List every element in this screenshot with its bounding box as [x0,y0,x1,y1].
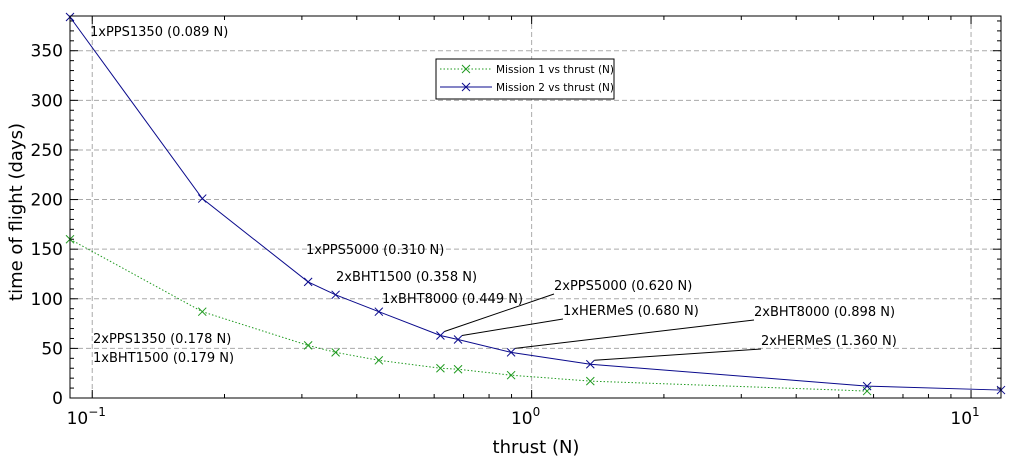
y-tick-label: 200 [31,191,63,211]
legend-entry-label: Mission 1 vs thrust (N) [496,64,614,76]
series-2-x-marker [862,381,872,391]
x-tick-label: 10−1 [67,405,106,429]
annotation-leader-line [461,318,564,336]
marker-stroke [303,277,313,287]
marker-stroke [331,348,340,357]
marker-stroke [453,364,463,374]
y-tick-label: 0 [52,389,63,409]
series-1-x-marker [453,364,463,374]
grid-layer [70,16,1001,398]
data-point-annotation: 2xBHT8000 (0.898 N) [754,305,895,320]
series-2-x-marker [331,290,340,300]
x-axis-title: thrust (N) [493,437,580,458]
marker-stroke [506,348,516,357]
x-tick-label: 101 [950,405,979,429]
y-tick-label: 250 [31,141,63,161]
annotation-leader-line [594,348,762,361]
series-2-x-marker [197,194,207,203]
data-point-annotation: 1xBHT8000 (0.449 N) [382,292,523,307]
data-point-annotation: 2xHERMeS (1.360 N) [761,334,897,349]
data-point-annotation: 2xBHT1500 (0.358 N) [336,270,477,285]
series-1-x-marker [331,348,340,357]
annotation-layer: 1xPPS1350 (0.089 N) 1xPPS5000 (0.310 N) 2x… [90,25,897,366]
y-tick-label: 50 [41,339,63,359]
series-2-x-marker [303,277,313,287]
series-2-x-marker [506,348,516,357]
marker-stroke [585,376,595,386]
marker-stroke [436,363,445,373]
marker-stroke [436,331,445,340]
series-line-1 [69,238,868,392]
legend-swatch-marker [461,82,471,92]
x-tick-label: 100 [511,405,540,429]
series-1-x-marker [197,307,207,317]
legend-swatch-marker [461,64,471,74]
series-1-x-marker [585,376,595,386]
series-2-x-marker [436,331,445,340]
series-1-x-marker [303,341,313,350]
marker-stroke [453,335,463,344]
legend-entry-label: Mission 2 vs thrust (N) [496,82,614,94]
data-point-annotation: 1xPPS1350 (0.089 N) [90,25,228,40]
series-1-x-marker [506,370,516,380]
y-tick-label: 350 [31,42,63,62]
series-2-x-marker [585,359,595,369]
legend-box [435,58,615,100]
annotation-leader-line [444,293,555,332]
marker-stroke [506,370,516,380]
marker-stroke [303,341,313,350]
series-1-x-marker [436,363,445,373]
y-tick-label: 300 [31,91,63,111]
data-point-annotation: 1xBHT1500 (0.179 N) [93,351,234,366]
axis-tick-label-layer: 0 50 100 150 200 250 300 350 10−1 100 101 [31,42,980,429]
y-tick-label: 150 [31,240,63,260]
annotation-leader-layer [444,293,762,361]
y-axis-title: time of flight (days) [6,123,27,301]
marker-stroke [585,359,595,369]
annotation-leader-line [515,319,755,349]
series-1-x-marker [374,355,384,365]
y-tick-label: 100 [31,290,63,310]
marker-stroke [331,290,340,300]
data-point-annotation: 2xPPS5000 (0.620 N) [554,279,692,294]
legend: Mission 1 vs thrust (N) Mission 2 vs thru… [435,58,615,100]
marker-stroke [862,381,872,391]
data-point-annotation: 1xPPS5000 (0.310 N) [306,243,444,258]
marker-stroke [374,355,384,365]
marker-stroke [197,194,207,203]
marker-stroke [197,307,207,317]
plot-frame [69,15,1002,399]
series-2-x-marker [453,335,463,344]
data-point-annotation: 1xHERMeS (0.680 N) [563,304,699,319]
series-2-x-marker [374,307,384,317]
marker-stroke [374,307,384,317]
data-point-annotation: 2xPPS1350 (0.178 N) [93,332,231,347]
